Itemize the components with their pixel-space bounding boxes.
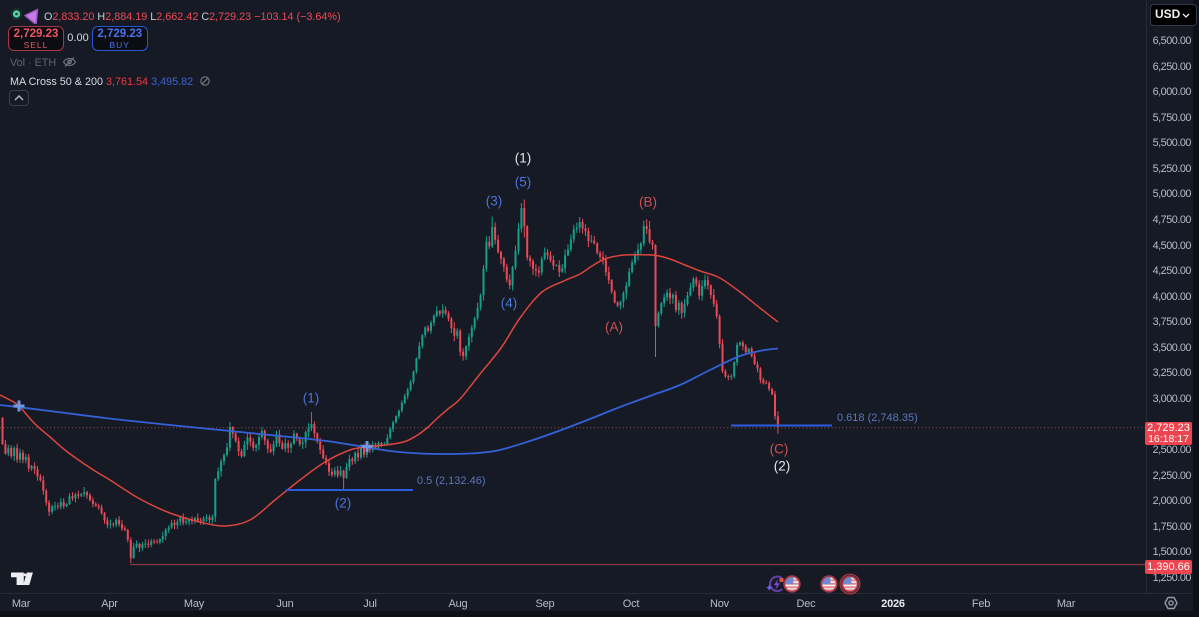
svg-text:(3): (3) bbox=[486, 194, 503, 209]
svg-text:(C): (C) bbox=[770, 442, 789, 457]
svg-text:(5): (5) bbox=[515, 175, 532, 190]
svg-text:(1): (1) bbox=[303, 391, 320, 406]
svg-text:0.5 (2,132.46): 0.5 (2,132.46) bbox=[417, 475, 486, 487]
svg-text:(2): (2) bbox=[335, 496, 352, 511]
svg-text:0.618 (2,748.35): 0.618 (2,748.35) bbox=[837, 412, 918, 424]
svg-text:(1): (1) bbox=[515, 151, 532, 166]
svg-text:(4): (4) bbox=[501, 296, 518, 311]
svg-text:(2): (2) bbox=[774, 459, 791, 474]
svg-text:(A): (A) bbox=[605, 320, 623, 335]
svg-text:(B): (B) bbox=[639, 195, 657, 210]
